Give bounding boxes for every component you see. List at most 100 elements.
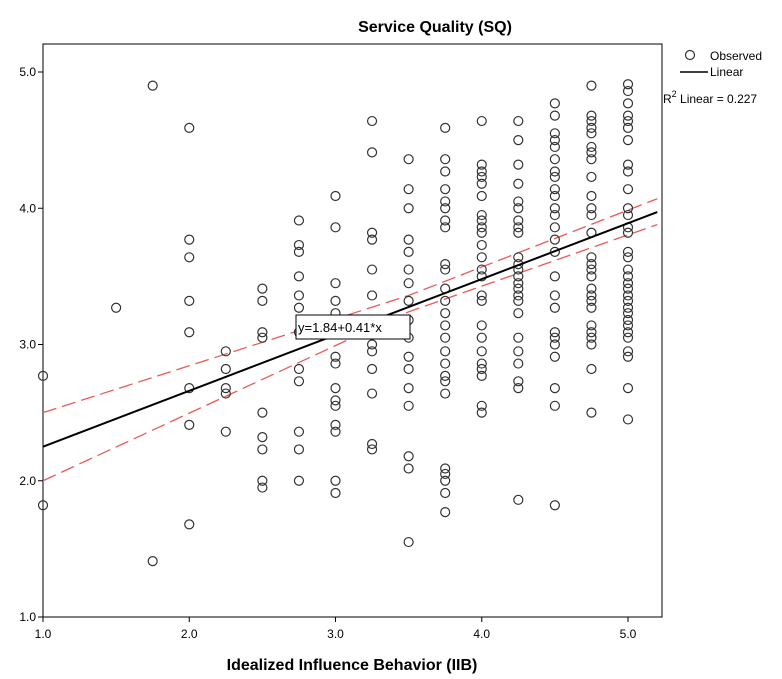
- data-point: [622, 290, 634, 301]
- data-point: [586, 110, 597, 121]
- data-point: [440, 166, 451, 177]
- data-point: [586, 302, 597, 313]
- data-point: [622, 246, 634, 257]
- data-point: [513, 135, 524, 146]
- data-point: [403, 536, 414, 548]
- data-point: [440, 487, 451, 499]
- data-point: [403, 451, 414, 462]
- data-point: [622, 203, 634, 214]
- data-point: [440, 346, 451, 357]
- data-point: [476, 295, 487, 306]
- data-point: [476, 239, 487, 251]
- data-point: [476, 159, 487, 170]
- data-point: [622, 308, 634, 319]
- data-point: [220, 426, 231, 437]
- data-point: [622, 110, 634, 121]
- data-point: [440, 215, 451, 226]
- data-point: [440, 308, 451, 319]
- data-point: [622, 351, 634, 362]
- data-point: [476, 166, 487, 177]
- data-point: [476, 115, 487, 127]
- ci-lower-line: [42, 223, 658, 482]
- data-point: [622, 122, 634, 133]
- data-point: [513, 222, 524, 233]
- data-point: [549, 209, 560, 221]
- data-point: [549, 271, 560, 282]
- data-point: [586, 154, 597, 165]
- data-point: [586, 147, 597, 158]
- data-point: [293, 290, 305, 301]
- data-point: [220, 363, 231, 375]
- data-point: [440, 332, 451, 343]
- data-point: [366, 388, 378, 399]
- data-point: [513, 252, 524, 263]
- x-axis: 1.0 2.0 3.0 4.0 5.0: [35, 617, 637, 641]
- legend-r2-label: R2 Linear = 0.227: [663, 89, 757, 106]
- data-point: [330, 222, 341, 233]
- data-point: [622, 252, 634, 263]
- data-point: [330, 190, 341, 202]
- data-point: [476, 178, 487, 189]
- data-point: [513, 283, 524, 294]
- data-point: [549, 166, 560, 177]
- data-point: [366, 438, 378, 450]
- x-tick-label: 3.0: [327, 627, 344, 641]
- data-point: [440, 154, 451, 165]
- data-point: [476, 358, 487, 369]
- data-point: [366, 234, 378, 245]
- data-point: [586, 115, 597, 127]
- data-point: [549, 98, 560, 109]
- data-point: [513, 196, 524, 207]
- data-point: [330, 419, 341, 430]
- data-point: [403, 351, 414, 362]
- data-point: [147, 556, 158, 567]
- data-point: [257, 283, 268, 294]
- data-point: [549, 128, 560, 139]
- data-point: [184, 327, 195, 338]
- data-point: [440, 358, 451, 369]
- data-point: [330, 426, 341, 437]
- data-point: [586, 128, 597, 139]
- data-point: [476, 264, 487, 275]
- data-point: [549, 500, 560, 511]
- data-point: [257, 327, 268, 338]
- data-point: [147, 80, 158, 91]
- plot-frame: [42, 43, 663, 618]
- data-point: [549, 184, 560, 195]
- ci-upper-line: [42, 198, 658, 414]
- data-point: [330, 383, 341, 394]
- data-point: [257, 332, 268, 343]
- data-point: [549, 339, 560, 350]
- data-point: [622, 346, 634, 357]
- data-point: [330, 475, 341, 486]
- data-point: [403, 278, 414, 289]
- data-point: [403, 264, 414, 275]
- data-point: [622, 302, 634, 313]
- data-point: [549, 400, 560, 411]
- data-point: [622, 295, 634, 306]
- data-point: [403, 154, 414, 165]
- data-point: [622, 166, 634, 177]
- data-point: [293, 363, 305, 375]
- data-point: [293, 475, 305, 486]
- data-point: [257, 482, 268, 493]
- data-point: [622, 278, 634, 289]
- data-point: [622, 283, 634, 294]
- y-tick-label: 5.0: [19, 65, 36, 79]
- data-point: [549, 190, 560, 202]
- data-point: [622, 135, 634, 146]
- data-point: [549, 383, 560, 394]
- data-point: [403, 246, 414, 257]
- y-tick-label: 1.0: [19, 610, 36, 624]
- data-point: [622, 209, 634, 221]
- data-point: [476, 370, 487, 381]
- data-point: [476, 215, 487, 226]
- data-point: [476, 363, 487, 375]
- data-point: [440, 196, 451, 207]
- data-point: [440, 475, 451, 486]
- data-point: [440, 506, 451, 518]
- data-point: [440, 370, 451, 381]
- data-point: [476, 400, 487, 411]
- data-point: [293, 215, 305, 226]
- data-point: [549, 203, 560, 214]
